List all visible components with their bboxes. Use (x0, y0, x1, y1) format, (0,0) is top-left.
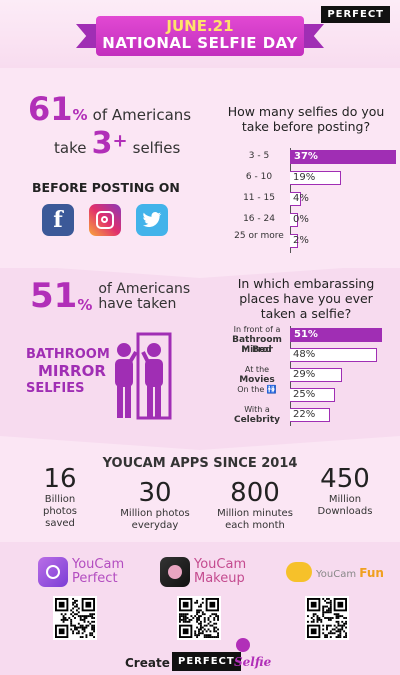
stat-photos-saved-number: 16 (43, 464, 77, 494)
chart2-bar-label: In front of a Bathroom Mirror (232, 325, 282, 355)
before-posting-label: BEFORE POSTING ON (32, 180, 180, 195)
stat-61-block: 61% of Americans take 3+ selfies (28, 90, 208, 161)
qr-code-fun[interactable] (305, 596, 349, 640)
chart2-bar: 22% (290, 408, 330, 422)
stat-51-line2: have taken (98, 296, 177, 312)
qr-code-perfect[interactable] (53, 596, 97, 640)
bathroom-word: BATHROOM (26, 347, 110, 362)
bathroom-mirror-label: BATHROOM MIRROR SELFIES (26, 346, 116, 397)
restroom-icon: 🚻 (266, 385, 277, 394)
twitter-icon (136, 204, 168, 236)
chart2-bar: 48% (290, 348, 377, 362)
chart1-bar-label: 25 or more (234, 231, 284, 241)
stat-downloads-number: 450 (320, 464, 370, 494)
plus-sign: + (112, 130, 128, 152)
chart2-bar-label: With a Celebrity (233, 405, 281, 425)
selfies-word: SELFIES (26, 381, 85, 396)
footer-create: Create (125, 656, 170, 670)
stat-photos-everyday-number: 30 (138, 478, 172, 508)
youcam-perfect-app-icon[interactable] (38, 557, 68, 587)
question-selfies-count: How many selfies do you take before post… (227, 104, 385, 134)
stat-minutes-month-label: Million minutes each month (217, 508, 293, 531)
section-divider-2 (0, 436, 400, 452)
chart2-bar: 51% (290, 328, 382, 342)
ribbon-date: JUNE.21 (166, 17, 234, 35)
three-number: 3 (91, 126, 113, 161)
youcam-fun-app-icon[interactable] (286, 562, 312, 582)
footer-selfie: Selfie (234, 655, 272, 669)
stat-51-percent: % (77, 296, 93, 314)
youcam-makeup-app-icon[interactable] (160, 557, 190, 587)
chart1-bar: 4% (290, 192, 309, 206)
stat-51-line1: of Americans (98, 281, 191, 297)
chart2-bar-label: On the 🚻 (237, 385, 277, 394)
stat-61-text: of Americans (92, 106, 192, 124)
chart1-bar-label: 16 - 24 (243, 214, 275, 224)
perfect-logo: PERFECT (321, 6, 390, 23)
stat-downloads: 450 Million Downloads (305, 464, 385, 518)
chart1-bar: 37% (290, 150, 396, 164)
selfies-text: selfies (132, 139, 181, 157)
stat-61-percent: % (72, 106, 88, 124)
stat-51-number: 51 (30, 276, 78, 316)
selfie-person-icon (236, 638, 250, 652)
youcam-title: YOUCAM APPS SINCE 2014 (102, 456, 298, 471)
chart2-bar-label: In Bed (242, 345, 272, 355)
chart2-bar: 29% (290, 368, 343, 382)
qr-code-makeup[interactable] (177, 596, 221, 640)
stat-minutes-month: 800 Million minutes each month (205, 478, 305, 532)
chart1-bar-label: 11 - 15 (243, 193, 275, 203)
chart2-bar-label: At the Movies (239, 365, 275, 385)
stat-photos-saved: 16 Billion photos saved (20, 464, 100, 530)
instagram-icon (89, 204, 121, 236)
chart-embarrassing-places: In front of a Bathroom Mirror 51% In Bed 48… (228, 325, 396, 430)
mirror-word: MIRROR (38, 362, 106, 380)
youcam-makeup-name: YouCam Makeup (194, 557, 247, 586)
stat-61-number: 61 (28, 90, 73, 128)
chart1-bar: 19% (290, 171, 342, 185)
chart1-bar-label: 6 - 10 (245, 172, 273, 182)
chart1-bar: 0% (290, 213, 309, 227)
chart2-bar: 25% (290, 388, 336, 402)
ribbon-title: NATIONAL SELFIE DAY (102, 34, 298, 52)
chart1-bar-label: 3 - 5 (248, 151, 270, 161)
section-youcam-stats (0, 452, 400, 542)
take-text: take (54, 139, 87, 157)
stat-photos-everyday: 30 Million photos everyday (110, 478, 200, 532)
footer-perfect-logo: PERFECT (172, 652, 241, 671)
question-embarrassing-places: In which embarassing places have you eve… (237, 276, 375, 321)
mirror-selfie-illustration (115, 332, 172, 420)
stat-51-block: 51% of Americans have taken (30, 278, 220, 314)
stat-photos-everyday-label: Million photos everyday (120, 508, 190, 531)
section-divider (0, 258, 400, 278)
youcam-fun-name: YouCam Fun (316, 566, 384, 580)
facebook-icon: f (42, 204, 74, 236)
chart-selfies-count: 3 - 5 37% 6 - 10 19% 11 - 15 4% 16 - 24 0% 25 or… (230, 148, 396, 253)
chart1-bar: 2% (290, 234, 309, 248)
youcam-perfect-name: YouCam Perfect (72, 557, 125, 586)
title-ribbon: JUNE.21 NATIONAL SELFIE DAY (96, 16, 304, 56)
stat-downloads-label: Million Downloads (317, 494, 373, 517)
stat-photos-saved-label: Billion photos saved (42, 494, 78, 529)
stat-minutes-month-number: 800 (230, 478, 280, 508)
